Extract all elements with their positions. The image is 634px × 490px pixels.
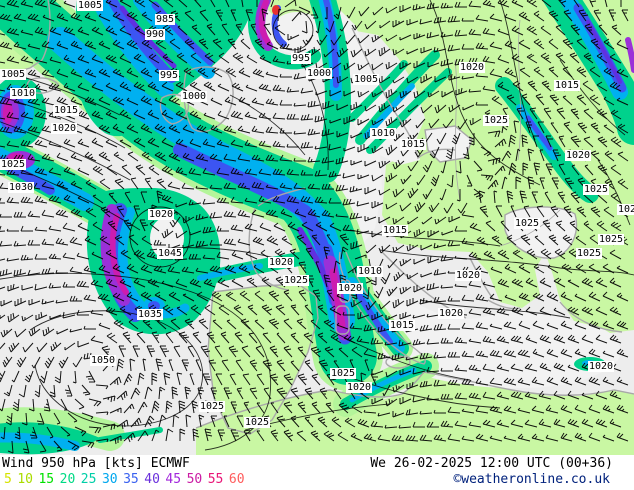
scale-value-50: 50 bbox=[186, 472, 203, 487]
isobar-label: 1025 bbox=[598, 234, 625, 245]
scale-value-60: 60 bbox=[228, 472, 245, 487]
isobar-label: 1020 bbox=[438, 308, 465, 319]
scale-value-35: 35 bbox=[123, 472, 139, 487]
isobar-label: 995 bbox=[159, 70, 180, 81]
isobar-label: 1020 bbox=[459, 62, 486, 73]
scale-value-5: 5 bbox=[4, 472, 12, 487]
isobar-label: 1020 bbox=[148, 209, 175, 220]
isobar-label: 1025 bbox=[0, 159, 27, 170]
isobar-label: 1015 bbox=[400, 139, 427, 150]
legend-row-1: Wind 950 hPa [kts] ECMWF We 26-02-2025 1… bbox=[0, 455, 634, 471]
baltic-coast bbox=[424, 125, 473, 163]
map-title: Wind 950 hPa [kts] ECMWF bbox=[2, 456, 190, 471]
isobar-label: 1020 bbox=[617, 204, 634, 215]
isobar-label: 1015 bbox=[53, 105, 80, 116]
wind-speed-scale: 5 10 15 20 25 30 35 40 45 50 55 60 bbox=[4, 472, 250, 487]
black-sea-coast bbox=[504, 206, 578, 259]
wind-barbs bbox=[0, 0, 629, 454]
weather-map-svg bbox=[0, 0, 634, 455]
isobar-label: 1020 bbox=[337, 283, 364, 294]
north-africa-coast bbox=[195, 371, 634, 429]
isobar-label: 1025 bbox=[576, 248, 603, 259]
isobar-label: 1020 bbox=[588, 361, 615, 372]
scale-value-25: 25 bbox=[80, 472, 97, 487]
isobar-label: 1020 bbox=[455, 270, 482, 281]
isobar-label: 1015 bbox=[382, 225, 409, 236]
scale-value-20: 20 bbox=[59, 472, 76, 487]
isobar-label: 1025 bbox=[330, 368, 357, 379]
isobar-label: 1025 bbox=[199, 401, 226, 412]
isobar-label: 1015 bbox=[554, 80, 581, 91]
scale-value-45: 45 bbox=[165, 472, 182, 487]
isobar-label: 1025 bbox=[483, 115, 510, 126]
isobar-label: 1025 bbox=[583, 184, 610, 195]
legend-footer: Wind 950 hPa [kts] ECMWF We 26-02-2025 1… bbox=[0, 455, 634, 490]
borders-east bbox=[454, 19, 561, 247]
isobar-label: 1020 bbox=[51, 123, 78, 134]
scale-value-30: 30 bbox=[101, 472, 118, 487]
isobar-label: 1000 bbox=[306, 68, 333, 79]
isobar-label: 1020 bbox=[268, 257, 295, 268]
iberia-green bbox=[208, 284, 318, 434]
wind-barbs-layer bbox=[0, 0, 629, 454]
isobar-label: 1020 bbox=[565, 150, 592, 161]
spiral-red-core bbox=[272, 5, 280, 15]
copyright-link[interactable]: ©weatheronline.co.uk bbox=[453, 472, 610, 487]
wind-shading-bands bbox=[0, 0, 634, 455]
isobar-label: 1010 bbox=[357, 266, 384, 277]
scale-value-10: 10 bbox=[17, 472, 33, 487]
isobar-label: 1015 bbox=[389, 320, 416, 331]
isobar-label: 985 bbox=[155, 14, 176, 25]
scale-value-15: 15 bbox=[38, 472, 55, 487]
map-datetime: We 26-02-2025 12:00 UTC (00+36) bbox=[370, 456, 613, 471]
left-edge-magenta bbox=[3, 102, 13, 124]
isobar-label: 1010 bbox=[370, 128, 397, 139]
isobar-label: 1030 bbox=[8, 182, 35, 193]
isobar-label: 995 bbox=[291, 53, 312, 64]
scale-value-40: 40 bbox=[144, 472, 160, 487]
isobar-label: 1005 bbox=[353, 74, 380, 85]
turkey-coast bbox=[559, 301, 623, 333]
isobar-label: 990 bbox=[145, 29, 166, 40]
magenta-cores bbox=[109, 0, 346, 329]
scale-value-55: 55 bbox=[207, 472, 224, 487]
isobar-label: 1035 bbox=[137, 309, 164, 320]
swirl-blue-dot bbox=[148, 301, 160, 311]
isobar-label: 1045 bbox=[157, 248, 184, 259]
isobar-label: 1050 bbox=[90, 355, 117, 366]
legend-row-2: 5 10 15 20 25 30 35 40 45 50 55 60 ©weatheronline.c… bbox=[0, 471, 634, 489]
isobar-label: 1005 bbox=[0, 69, 27, 80]
isobar-label: 1025 bbox=[244, 417, 271, 428]
isobar-label: 1025 bbox=[283, 275, 310, 286]
isobar-label: 1005 bbox=[77, 0, 104, 11]
isobar-label: 1000 bbox=[181, 91, 208, 102]
sardinia-coast bbox=[335, 305, 350, 335]
isobar-label: 1020 bbox=[346, 382, 373, 393]
isobar-label: 1025 bbox=[514, 218, 541, 229]
isobar-label: 1010 bbox=[10, 88, 37, 99]
ireland-coast bbox=[159, 93, 190, 125]
wind-map-canvas: 1005 985 990 995 1005 1010 1015 1020 1025 1030 100… bbox=[0, 0, 634, 455]
